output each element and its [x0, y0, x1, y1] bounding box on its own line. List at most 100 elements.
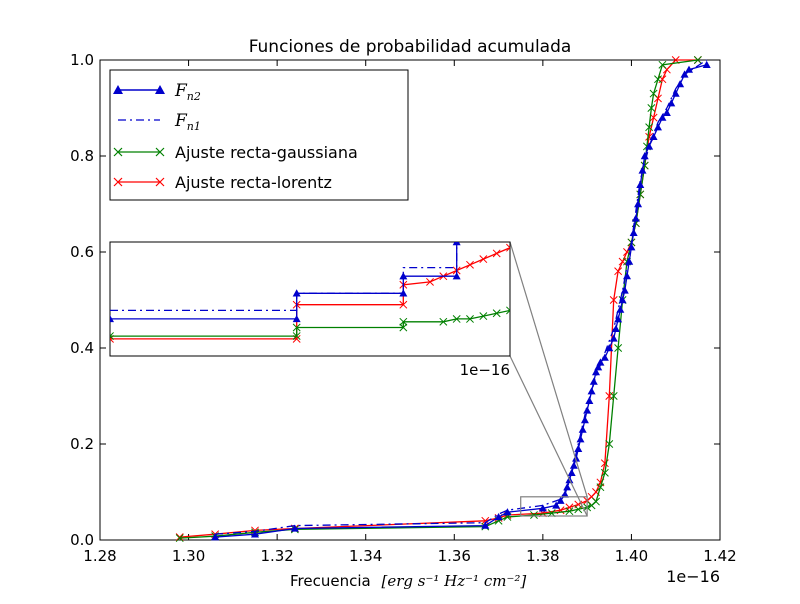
- series-point: [702, 60, 711, 68]
- series-point: [561, 490, 569, 498]
- series-point: [481, 516, 490, 525]
- series-point: [481, 521, 490, 529]
- series-point: [251, 530, 259, 538]
- x-tick-label: 1.36: [438, 547, 471, 565]
- svg-text:Ajuste recta-lorentz: Ajuste recta-lorentz: [175, 173, 332, 192]
- chart-title: Funciones de probabilidad acumulada: [249, 37, 572, 57]
- inset-series-point: [466, 260, 474, 269]
- series-point: [574, 444, 583, 452]
- y-tick-label: 0.6: [70, 243, 94, 261]
- legend-entry-fn2: Fn2: [113, 81, 201, 103]
- series-point: [680, 70, 689, 78]
- series-point: [556, 496, 565, 504]
- series-point: [685, 65, 693, 73]
- inset-series-point: [399, 317, 408, 326]
- series-point: [658, 60, 667, 69]
- series-point: [580, 416, 589, 424]
- legend-entry-lorentz: Ajuste recta-lorentz: [113, 173, 332, 192]
- x-tick-label: 1.32: [260, 547, 293, 565]
- series-point: [620, 286, 629, 294]
- series-point: [627, 243, 636, 251]
- x-axis-label: Frecuencia [erg s⁻¹ Hz⁻¹ cm⁻²]: [290, 572, 526, 590]
- inset-plot: [110, 242, 510, 343]
- series-point: [592, 368, 600, 376]
- y-tick-label: 0.0: [70, 531, 94, 549]
- inset-offset-label: 1e−16: [460, 361, 510, 379]
- series-point: [530, 511, 538, 519]
- legend-marker-triangle: [155, 85, 165, 94]
- inset-series-point: [110, 332, 114, 341]
- series-point: [609, 334, 618, 342]
- series-point: [616, 305, 625, 313]
- legend-marker-x: [113, 147, 165, 157]
- svg-text:Frecuencia [erg s⁻¹ Hz⁻¹: Frecuencia [erg s⁻¹ Hz⁻¹ cm⁻²]: [290, 572, 526, 590]
- series-point: [609, 392, 618, 400]
- series-line: [179, 59, 698, 539]
- series-point: [618, 296, 627, 304]
- series-point: [583, 406, 592, 414]
- series-point: [576, 435, 585, 443]
- series-point: [567, 468, 576, 476]
- series-point: [589, 377, 598, 385]
- y-tick-label: 0.8: [70, 147, 94, 165]
- y-tick-label: 0.4: [70, 339, 94, 357]
- inset-series-point: [452, 314, 461, 323]
- x-tick-label: 1.28: [83, 547, 116, 565]
- inset-series-point: [110, 314, 114, 323]
- series-point: [175, 534, 184, 543]
- series-point: [594, 363, 603, 371]
- series-point: [645, 142, 654, 150]
- series-point: [552, 501, 561, 509]
- series-point: [565, 507, 574, 516]
- inset-series-point: [426, 277, 434, 286]
- series-point: [585, 396, 594, 404]
- zoom-region-box: [520, 496, 588, 517]
- legend-entry-gaussiana: Ajuste recta-gaussiana: [113, 143, 358, 162]
- x-offset-label: 1e−16: [666, 567, 720, 586]
- series-point: [611, 324, 620, 332]
- legend-marker-x: [113, 177, 165, 187]
- series-point: [645, 123, 654, 132]
- series-point: [569, 461, 578, 469]
- x-tick-label: 1.38: [526, 547, 559, 565]
- x-tick-label: 1.40: [615, 547, 648, 565]
- series-point: [638, 166, 647, 174]
- inset-series-point: [492, 309, 501, 318]
- inset-series-point: [479, 255, 488, 264]
- inset-series-point: [399, 323, 408, 332]
- x-tick-label: 1.30: [172, 547, 205, 565]
- inset-series-point: [399, 289, 408, 297]
- series-point: [654, 123, 662, 131]
- svg-text:Fn2: Fn2: [174, 81, 201, 103]
- series-point: [623, 272, 631, 280]
- inset-series-point: [399, 300, 408, 309]
- series-point: [676, 80, 685, 88]
- inset-series: [110, 242, 510, 343]
- series-point: [631, 214, 640, 222]
- inset-series-point: [506, 306, 510, 315]
- series-point: [667, 99, 676, 107]
- series-point: [614, 315, 623, 323]
- series-point: [587, 387, 596, 395]
- series-point: [614, 344, 623, 352]
- series-point: [647, 104, 656, 112]
- series-point: [636, 190, 645, 199]
- series-point: [605, 440, 614, 448]
- series-point: [494, 512, 503, 521]
- inset-series-point: [452, 272, 461, 280]
- series-point: [609, 296, 618, 304]
- inset-series-point: [292, 314, 301, 323]
- series-point: [629, 228, 638, 236]
- series-point: [592, 497, 600, 506]
- series-point: [563, 483, 572, 491]
- series-point: [693, 56, 702, 64]
- legend-entry-fn1: Fn1: [118, 111, 201, 133]
- series-point: [649, 89, 658, 98]
- svg-text:Ajuste recta-gaussiana: Ajuste recta-gaussiana: [175, 143, 358, 162]
- series-point: [175, 533, 184, 542]
- series-point: [572, 454, 581, 462]
- inset-series-point: [466, 314, 474, 323]
- inset-series-point: [506, 243, 510, 252]
- inset-series-point: [292, 289, 301, 297]
